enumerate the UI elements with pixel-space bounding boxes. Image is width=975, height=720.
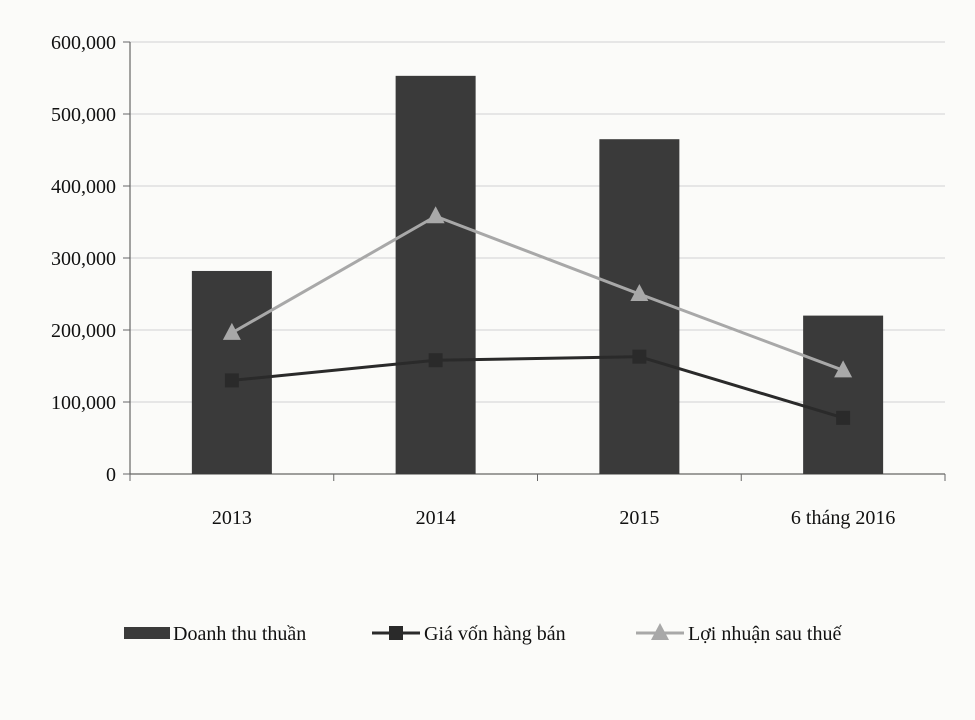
legend-marker-square bbox=[389, 626, 403, 640]
data-point-square bbox=[632, 349, 647, 364]
x-tick-label: 2013 bbox=[212, 507, 252, 529]
data-point-square bbox=[428, 353, 443, 368]
series-line bbox=[231, 214, 844, 372]
tick-labels: 0 100,000 200,000 300,000 400,000 500,000 600,… bbox=[51, 32, 895, 529]
data-point-triangle bbox=[222, 322, 241, 340]
y-tick-label: 200,000 bbox=[51, 320, 116, 342]
y-tick-label: 600,000 bbox=[51, 32, 116, 54]
x-tick-label: 2015 bbox=[619, 507, 659, 529]
data-point-triangle bbox=[630, 284, 649, 301]
line-series bbox=[222, 206, 853, 425]
bar bbox=[191, 270, 272, 474]
legend-marker-triangle bbox=[651, 623, 669, 640]
y-tick-label: 100,000 bbox=[51, 392, 116, 414]
y-tick-label: 500,000 bbox=[51, 104, 116, 126]
data-point-square bbox=[224, 373, 239, 388]
data-point-triangle bbox=[834, 360, 853, 378]
y-tick-label: 400,000 bbox=[51, 176, 116, 198]
data-point-square bbox=[836, 410, 851, 425]
legend-label: Doanh thu thuần bbox=[173, 623, 306, 645]
y-tick-label: 0 bbox=[106, 464, 116, 486]
bar bbox=[803, 315, 884, 474]
x-tick-label: 2014 bbox=[416, 507, 456, 529]
y-tick-label: 300,000 bbox=[51, 248, 116, 270]
bar bbox=[599, 139, 680, 474]
legend-label: Giá vốn hàng bán bbox=[424, 623, 566, 645]
legend: Doanh thu thuần Giá vốn hàng bán Lợi nhuận… bbox=[124, 623, 842, 645]
x-tick-label: 6 tháng 2016 bbox=[791, 507, 895, 529]
data-point-triangle bbox=[426, 206, 445, 224]
bar-series bbox=[191, 75, 884, 474]
series-line bbox=[231, 355, 844, 420]
legend-label: Lợi nhuận sau thuế bbox=[688, 623, 842, 645]
bar bbox=[395, 75, 476, 474]
legend-swatch-bar bbox=[124, 627, 170, 639]
